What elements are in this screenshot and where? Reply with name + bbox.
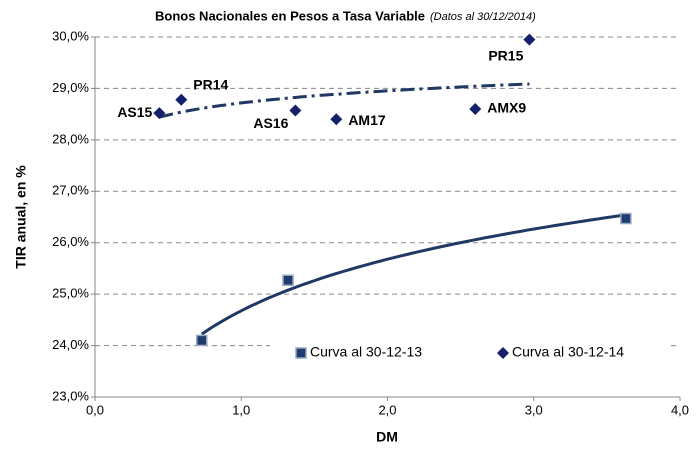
diamond-marker: [289, 104, 302, 117]
legend-marker: [497, 347, 509, 359]
y-tick-label: 25,0%: [52, 286, 89, 301]
diamond-marker: [175, 93, 188, 106]
square-marker: [282, 274, 294, 287]
point-label: AS16: [253, 115, 288, 131]
y-axis-label: TIR anual, en %: [13, 165, 29, 269]
chart-subtitle: (Datos al 30/12/2014): [430, 11, 536, 23]
diamond-marker: [523, 33, 536, 46]
point-label: AM17: [348, 112, 386, 128]
point-label: AS15: [117, 104, 152, 120]
title-group: Bonos Nacionales en Pesos a Tasa Variabl…: [155, 8, 536, 23]
x-tick-label: 3,0: [525, 402, 543, 417]
diamond-marker: [330, 113, 343, 126]
legend-box: [270, 338, 670, 368]
y-tick-label: 29,0%: [52, 80, 89, 95]
point-label: AMX9: [487, 100, 526, 116]
trendline: [158, 82, 530, 119]
trendline: [200, 213, 627, 336]
x-tick-label: 4,0: [671, 402, 689, 417]
x-tick-label: 1,0: [232, 402, 250, 417]
point-label: PR14: [193, 76, 228, 92]
y-tick-label: 26,0%: [52, 234, 89, 249]
x-tick-label: 2,0: [378, 402, 396, 417]
y-tick-label: 28,0%: [52, 131, 89, 146]
y-tick-label: 27,0%: [52, 183, 89, 198]
chart-title: Bonos Nacionales en Pesos a Tasa Variabl…: [155, 8, 425, 23]
square-marker: [196, 334, 208, 347]
y-tick-label: 23,0%: [52, 388, 89, 403]
legend-label: Curva al 30-12-13: [310, 344, 422, 360]
legend-label: Curva al 30-12-14: [512, 344, 624, 360]
point-label: PR15: [488, 47, 523, 63]
square-marker: [620, 212, 632, 225]
x-tick-label: 0,0: [86, 402, 104, 417]
legend-marker: [295, 347, 307, 359]
y-tick-label: 30,0%: [52, 28, 89, 43]
y-tick-label: 24,0%: [52, 337, 89, 352]
diamond-marker: [153, 107, 166, 120]
diamond-marker: [469, 103, 482, 115]
x-axis-label: DM: [376, 429, 398, 445]
